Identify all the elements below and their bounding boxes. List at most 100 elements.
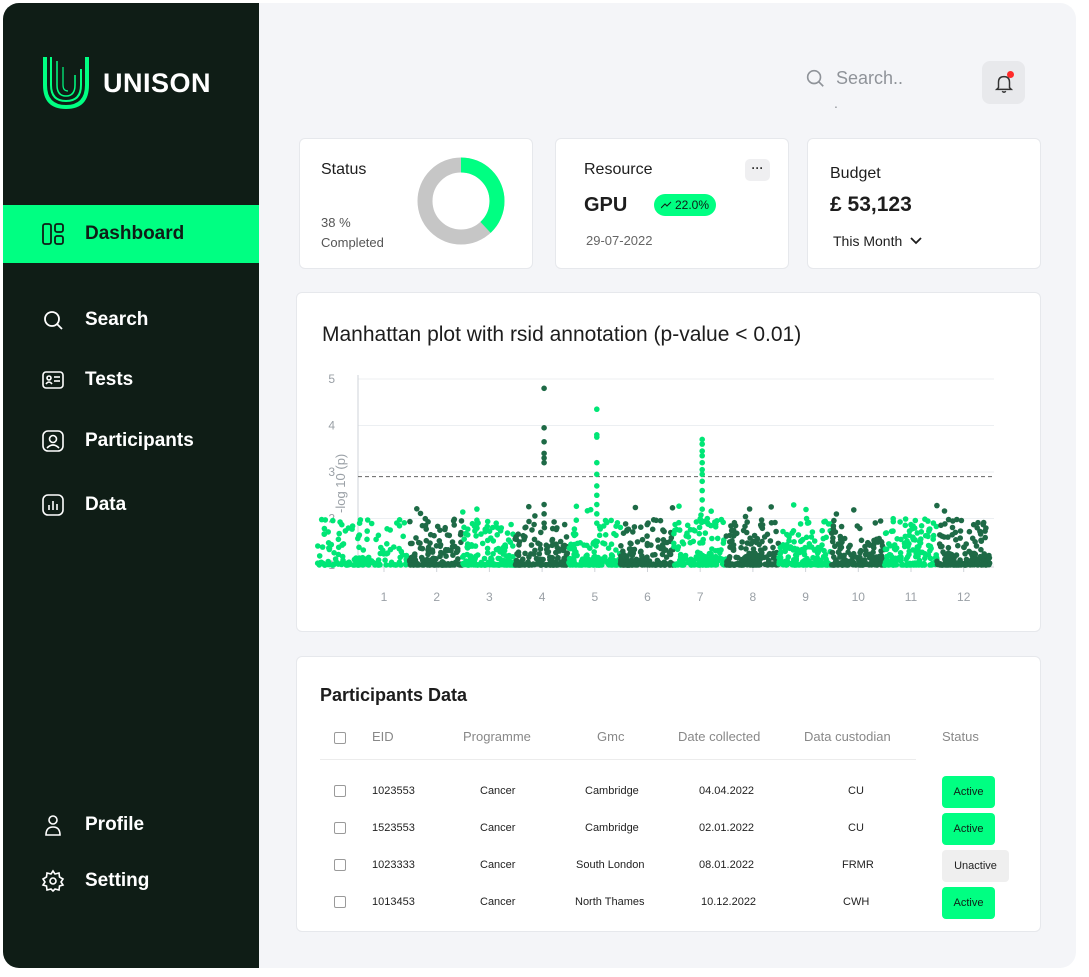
status-badge[interactable]: Unactive — [942, 850, 1009, 882]
snp-point — [451, 522, 457, 528]
snp-point — [930, 520, 937, 526]
search-bar[interactable]: Search.. — [804, 67, 903, 89]
snp-point — [870, 549, 876, 556]
row-checkbox[interactable] — [334, 859, 346, 871]
snp-point — [631, 524, 638, 530]
snp-point — [837, 533, 844, 540]
user-square-icon — [42, 430, 64, 452]
snp-point — [444, 532, 451, 538]
snp-point — [634, 539, 641, 545]
sidebar-item-search[interactable]: Search — [3, 291, 259, 349]
more-options-button[interactable]: ··· — [745, 159, 770, 181]
snp-point — [653, 517, 659, 524]
column-header-programme[interactable]: Programme — [463, 729, 531, 744]
snp-point — [832, 543, 838, 550]
snp-point — [743, 546, 749, 552]
snp-point — [655, 544, 662, 550]
snp-point — [702, 530, 709, 536]
snp-point — [596, 562, 602, 568]
snp-point — [621, 552, 627, 558]
column-header-gmc[interactable]: Gmc — [597, 729, 625, 744]
snp-point — [637, 549, 644, 555]
sidebar-item-participants[interactable]: Participants — [3, 412, 259, 470]
x-tick-label: 11 — [905, 590, 918, 604]
change-value: 22.0% — [675, 198, 710, 212]
budget-card: Budget £ 53,123 This Month — [807, 138, 1041, 269]
snp-point — [839, 559, 846, 565]
snp-point — [693, 519, 700, 525]
status-badge[interactable]: Active — [942, 887, 995, 919]
snp-point — [687, 539, 694, 546]
snp-point — [469, 520, 476, 527]
snp-point — [937, 561, 943, 567]
snp-point — [373, 536, 379, 543]
snp-point — [837, 541, 844, 547]
snp-point — [677, 551, 684, 558]
snp-point — [809, 529, 816, 535]
snp-point — [528, 542, 535, 548]
snp-point — [335, 544, 342, 551]
snp-point — [708, 522, 714, 529]
snp-point — [332, 556, 339, 562]
snp-point — [445, 547, 451, 553]
column-header-custodian[interactable]: Data custodian — [804, 729, 891, 744]
row-checkbox[interactable] — [334, 896, 346, 908]
snp-point — [573, 517, 580, 523]
column-header-date[interactable]: Date collected — [678, 729, 761, 744]
sidebar-item-dashboard[interactable]: Dashboard — [3, 205, 259, 263]
snp-point — [335, 536, 342, 543]
select-all-checkbox[interactable] — [334, 732, 346, 744]
snp-point — [639, 560, 645, 566]
status-badge[interactable]: Active — [942, 776, 995, 808]
sidebar-item-setting[interactable]: Setting — [3, 852, 259, 910]
sidebar-item-tests[interactable]: Tests — [3, 351, 259, 409]
snp-point — [744, 519, 750, 525]
snp-point — [854, 523, 861, 529]
snp-point — [817, 562, 824, 568]
snp-point — [412, 561, 418, 568]
snp-point — [676, 519, 682, 526]
snp-point — [808, 534, 815, 540]
snp-point — [803, 506, 809, 513]
cell-date: 10.12.2022 — [701, 896, 757, 908]
snp-point — [748, 540, 754, 547]
snp-point — [972, 551, 979, 557]
snp-point — [727, 544, 733, 550]
snp-point — [759, 522, 766, 528]
snp-point — [922, 555, 928, 562]
snp-point — [928, 545, 934, 552]
snp-point — [396, 545, 402, 552]
snp-point — [321, 525, 328, 532]
cell-custodian: CU — [848, 822, 864, 834]
sidebar-item-data[interactable]: Data — [3, 476, 259, 534]
snp-point — [724, 558, 731, 565]
snp-point — [832, 559, 839, 566]
snp-point — [375, 532, 382, 539]
snp-point — [360, 547, 367, 553]
snp-point — [910, 535, 916, 542]
peak-point — [594, 434, 600, 440]
column-header-status[interactable]: Status — [942, 729, 979, 744]
notification-button[interactable] — [982, 61, 1025, 104]
snp-point — [892, 546, 899, 553]
snp-point — [660, 544, 666, 551]
snp-point — [848, 557, 855, 564]
peak-point — [699, 478, 705, 485]
snp-point — [473, 553, 479, 560]
column-header-eid[interactable]: EID — [372, 729, 394, 744]
snp-point — [459, 554, 466, 560]
gear-icon — [41, 869, 65, 893]
snp-point — [458, 529, 464, 536]
snp-point — [507, 539, 514, 545]
status-badge[interactable]: Active — [942, 813, 995, 845]
snp-point — [383, 562, 389, 568]
snp-point — [978, 537, 984, 544]
snp-point — [723, 533, 730, 539]
snp-point — [644, 533, 650, 539]
logo[interactable]: UNISON — [41, 55, 211, 111]
period-dropdown[interactable]: This Month — [833, 233, 922, 249]
row-checkbox[interactable] — [334, 785, 346, 797]
row-checkbox[interactable] — [334, 822, 346, 834]
background-points — [314, 502, 993, 568]
sidebar-item-profile[interactable]: Profile — [3, 796, 259, 854]
